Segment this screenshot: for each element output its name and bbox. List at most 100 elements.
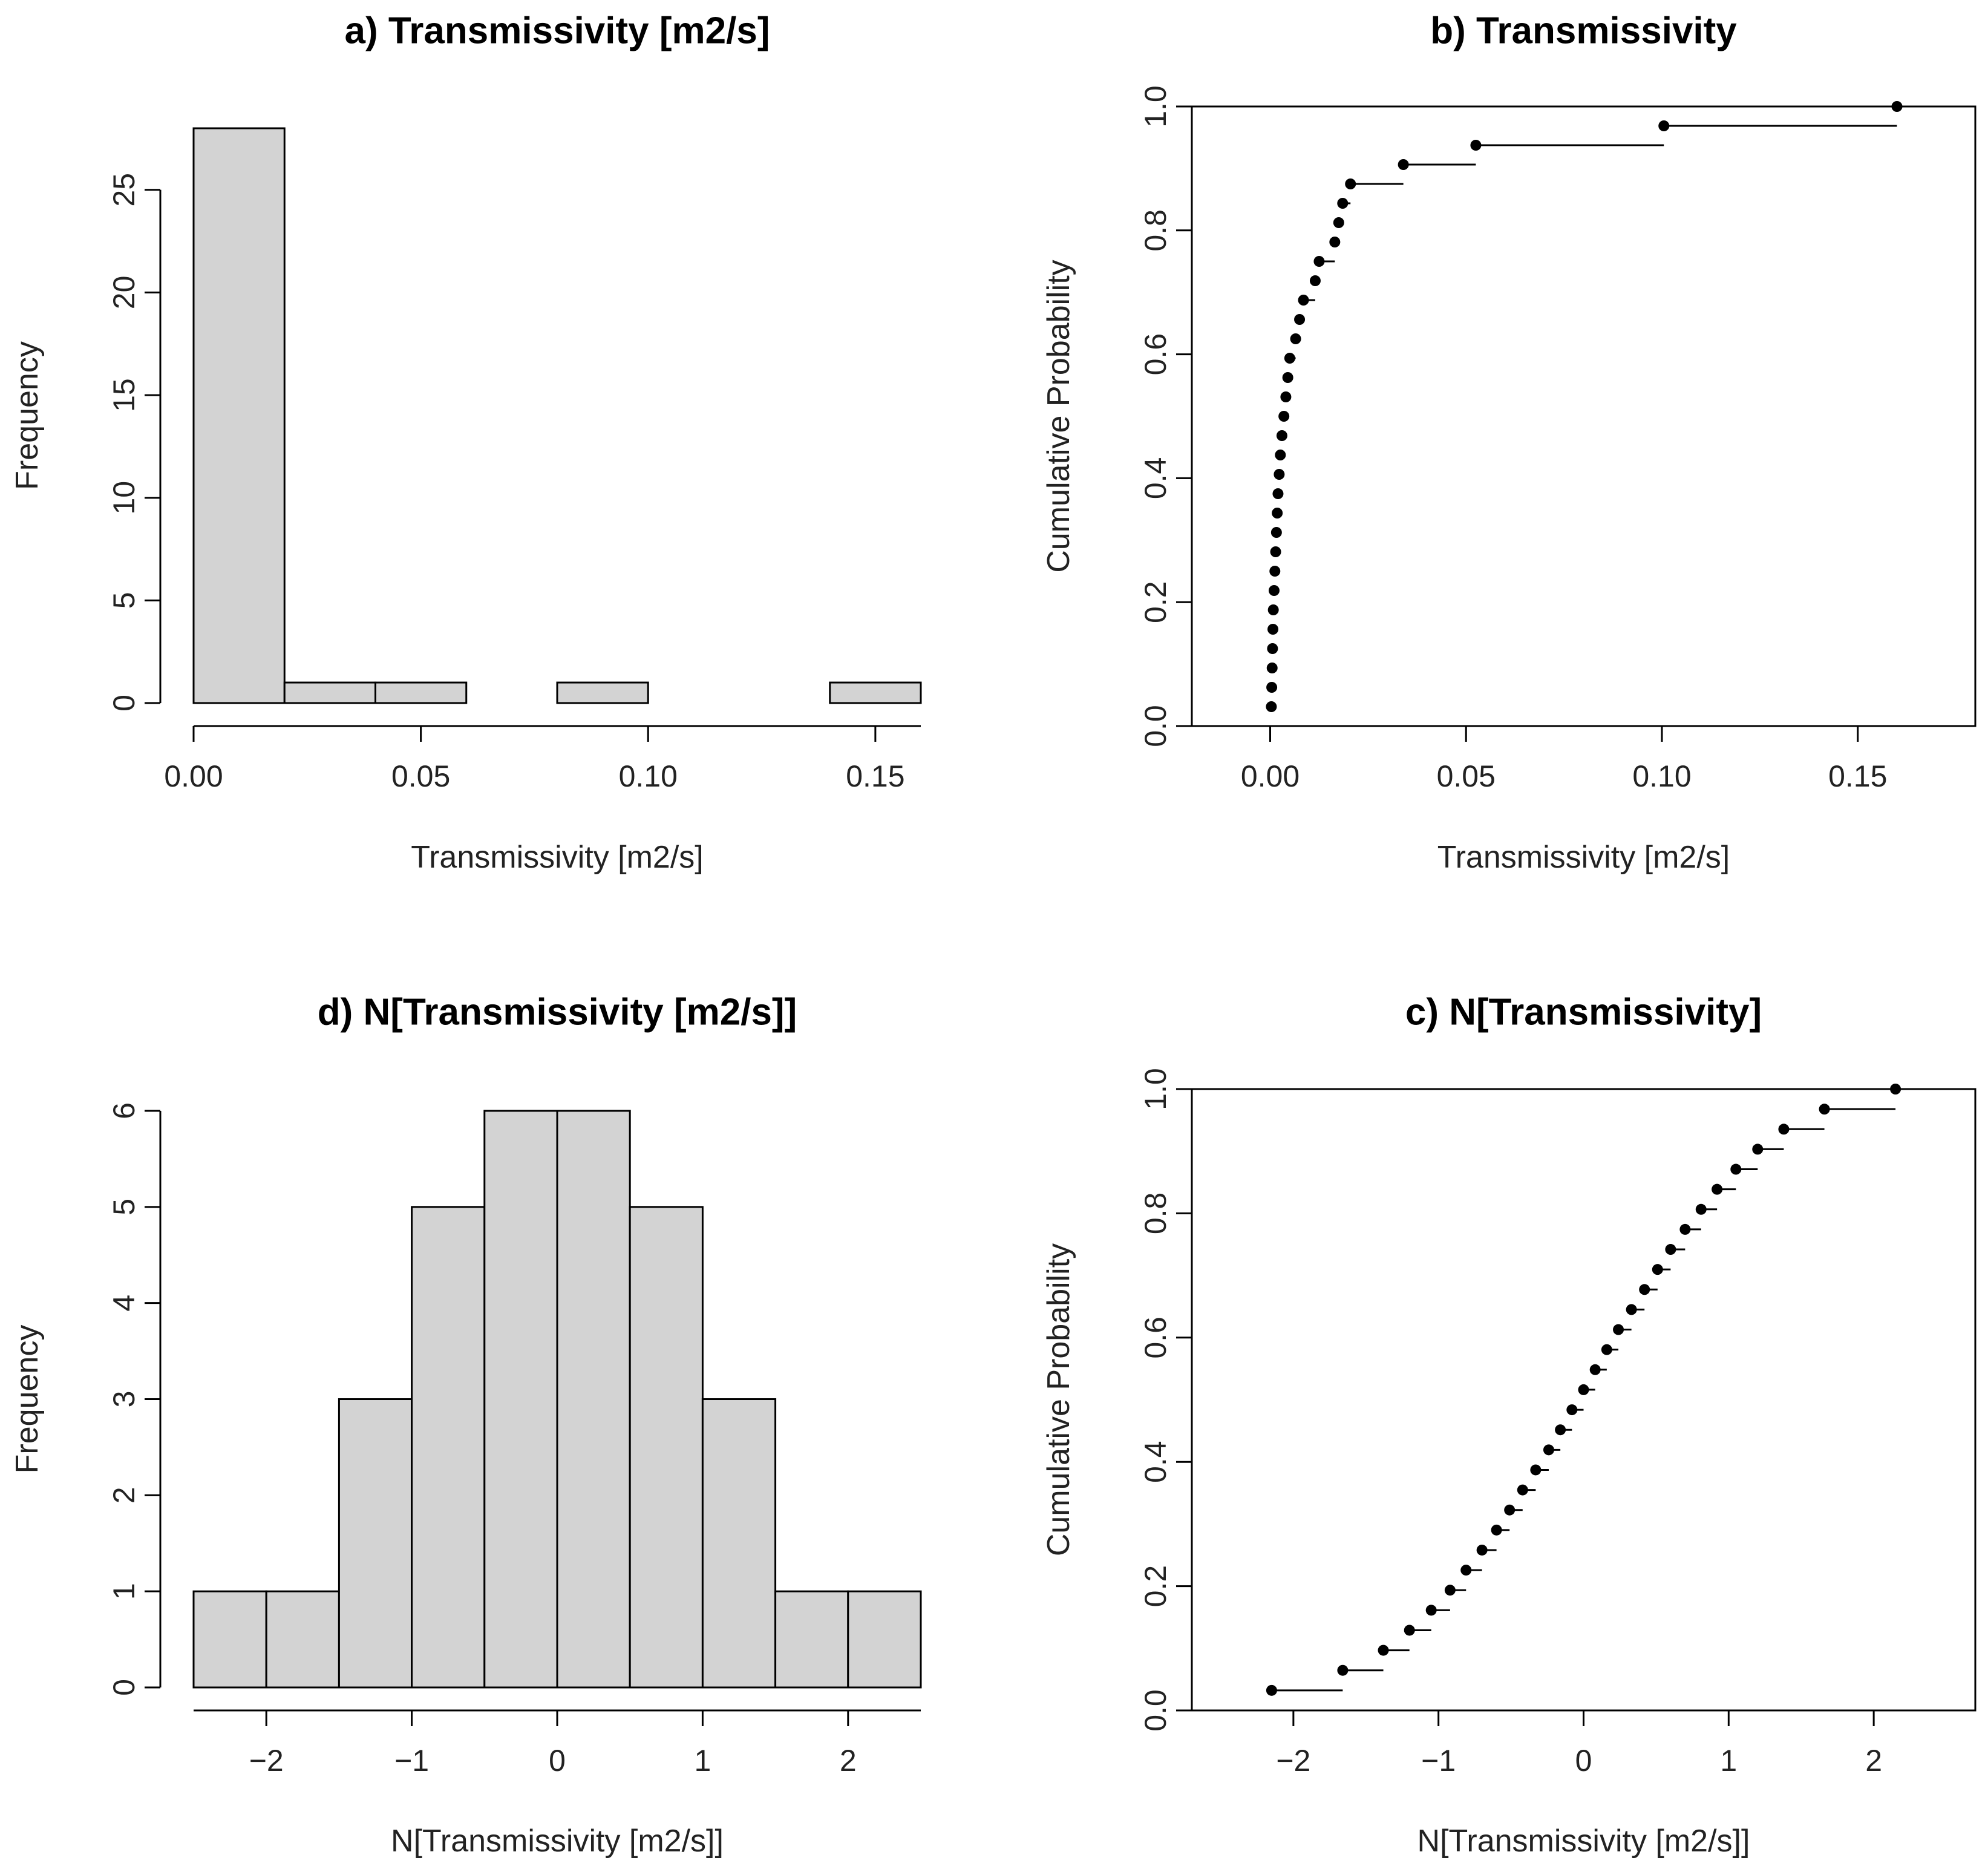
- panel-d-histogram: d) N[Transmissivity [m2/s]] N[Transmissi…: [10, 992, 922, 1859]
- panel-b-y-tick-label: 0.6: [1139, 333, 1172, 376]
- panel-d-ylabel: Frequency: [10, 1325, 45, 1474]
- panel-b-title: b) Transmissivity: [1430, 10, 1737, 52]
- panel-c-y-tick-label: 0.2: [1139, 1565, 1172, 1608]
- panel-a-y-tick-label: 10: [107, 481, 141, 515]
- panel-c-x-tick-label: −1: [1421, 1744, 1456, 1778]
- panel-a-x-tick-label: 0.00: [164, 759, 223, 793]
- panel-b-point: [1290, 333, 1301, 344]
- panel-a-y-tick-label: 5: [107, 592, 141, 609]
- panel-d-xlabel: N[Transmissivity [m2/s]]: [391, 1824, 724, 1859]
- panel-c-point: [1578, 1384, 1589, 1395]
- panel-c-title: c) N[Transmissivity]: [1405, 992, 1762, 1033]
- panel-d-x-tick-label: 1: [694, 1744, 711, 1778]
- panel-c-y-tick-label: 1.0: [1139, 1068, 1172, 1110]
- panel-a-bar: [283, 681, 376, 704]
- panel-b-point: [1266, 663, 1278, 673]
- panel-c-point: [1404, 1625, 1415, 1636]
- panel-c-x-tick-label: −2: [1276, 1744, 1310, 1778]
- panel-a-y-tick-label: 25: [107, 173, 141, 207]
- panel-c-ecdf: c) N[Transmissivity] N[Transmissivity [m…: [1041, 992, 1977, 1859]
- panel-c-point: [1566, 1404, 1578, 1416]
- panel-b-point: [1269, 566, 1281, 577]
- panel-b-point: [1280, 391, 1292, 402]
- panel-a-y-tick-label: 0: [107, 695, 141, 712]
- panel-d-y-tick-label: 4: [107, 1295, 141, 1312]
- panel-b-point: [1267, 604, 1279, 615]
- panel-d-bar: [701, 1398, 777, 1689]
- panel-d-bar: [483, 1110, 558, 1689]
- panel-c-point: [1819, 1104, 1830, 1115]
- panel-c-x-tick-label: 0: [1575, 1744, 1592, 1778]
- panel-c-point: [1712, 1183, 1723, 1195]
- panel-d-y-tick-label: 5: [107, 1199, 141, 1216]
- panel-b-x-tick-label: 0.05: [1437, 759, 1496, 793]
- panel-d-bar: [265, 1590, 340, 1689]
- panel-b-xlabel: Transmissivity [m2/s]: [1437, 840, 1730, 875]
- panel-d-bar: [556, 1110, 631, 1689]
- panel-b-point: [1268, 585, 1280, 596]
- panel-c-y-tick-label: 0.0: [1139, 1689, 1172, 1732]
- panel-c-point: [1601, 1344, 1612, 1355]
- panel-d-bar: [411, 1206, 486, 1689]
- panel-a-y-tick-label: 20: [107, 276, 141, 310]
- panel-d-y-tick-label: 0: [107, 1679, 141, 1696]
- panel-d-bar: [338, 1398, 413, 1689]
- panel-b-y-tick-label: 0.0: [1139, 705, 1172, 747]
- panel-b-x-tick-label: 0.10: [1632, 759, 1691, 793]
- panel-b-point: [1658, 120, 1670, 131]
- panel-d-x-tick-label: 0: [549, 1744, 566, 1778]
- panel-c-point: [1337, 1664, 1349, 1676]
- panel-d-title: d) N[Transmissivity [m2/s]]: [318, 992, 797, 1033]
- panel-d-x-tick-label: 2: [840, 1744, 857, 1778]
- panel-b-point: [1276, 430, 1287, 441]
- panel-d-y-tick-label: 6: [107, 1102, 141, 1119]
- panel-c-point: [1613, 1324, 1624, 1335]
- panel-d-x-tick-label: −1: [394, 1744, 429, 1778]
- panel-a-xlabel: Transmissivity [m2/s]: [411, 840, 703, 875]
- panel-c-plot-box: [1191, 1088, 1977, 1712]
- panel-c-point: [1460, 1565, 1472, 1576]
- panel-a-histogram: a) Transmissivity [m2/s] Transmissivity …: [10, 10, 922, 875]
- panel-b-plot-box: [1191, 105, 1977, 727]
- panel-b-x-tick-label: 0.00: [1241, 759, 1300, 793]
- panel-b-point: [1333, 217, 1344, 228]
- panel-c-point: [1378, 1644, 1389, 1656]
- panel-b-y-tick-label: 0.2: [1139, 581, 1172, 623]
- panel-b-point: [1282, 372, 1293, 383]
- panel-c-point: [1730, 1163, 1742, 1175]
- panel-b-point: [1274, 469, 1285, 480]
- panel-d-y-tick-label: 1: [107, 1583, 141, 1600]
- panel-c-point: [1752, 1144, 1764, 1155]
- panel-b-ecdf: b) Transmissivity Transmissivity [m2/s] …: [1041, 10, 1977, 875]
- panel-b-point: [1272, 488, 1284, 499]
- panel-c-ylabel: Cumulative Probability: [1041, 1243, 1076, 1556]
- panel-b-y-tick-label: 0.4: [1139, 457, 1172, 500]
- panel-c-point: [1504, 1504, 1516, 1516]
- panel-d-bar: [774, 1590, 849, 1689]
- panel-b-point: [1298, 295, 1309, 306]
- panel-c-point: [1543, 1444, 1554, 1456]
- panel-c-point: [1778, 1124, 1790, 1135]
- panel-c-point: [1555, 1424, 1566, 1436]
- panel-d-y-tick-label: 2: [107, 1487, 141, 1504]
- panel-b-point: [1267, 643, 1278, 654]
- panel-a-bar: [556, 681, 649, 704]
- panel-c-point: [1665, 1244, 1676, 1255]
- panel-a-bar: [374, 681, 468, 704]
- panel-b-point: [1267, 624, 1279, 635]
- panel-c-x-tick-label: 1: [1720, 1744, 1737, 1778]
- panel-c-y-tick-label: 0.6: [1139, 1317, 1172, 1359]
- panel-d-y-tick-label: 3: [107, 1391, 141, 1408]
- panel-c-x-tick-label: 2: [1865, 1744, 1882, 1778]
- panel-c-point: [1425, 1605, 1437, 1616]
- panel-c-point: [1476, 1544, 1488, 1556]
- panel-b-point: [1266, 701, 1277, 712]
- panel-b-ylabel: Cumulative Probability: [1041, 260, 1076, 572]
- panel-c-point: [1530, 1464, 1542, 1476]
- panel-c-point: [1695, 1203, 1707, 1215]
- panel-b-point: [1470, 140, 1482, 151]
- panel-b-point: [1398, 159, 1409, 170]
- panel-c-point: [1679, 1223, 1691, 1235]
